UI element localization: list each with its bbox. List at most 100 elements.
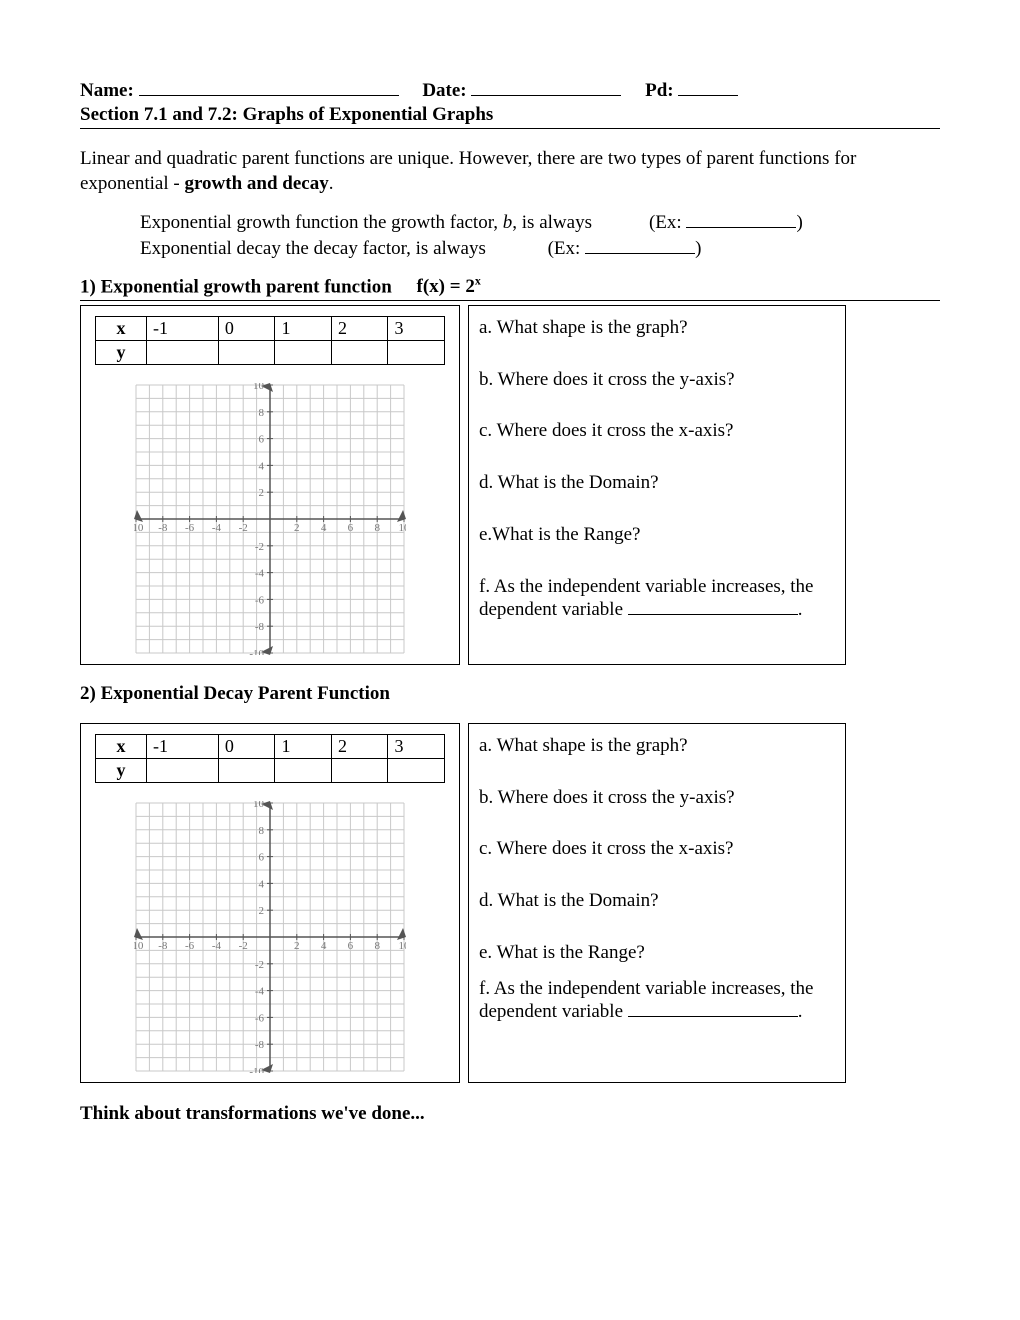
x-cell: 2 [331, 316, 388, 340]
svg-text:10: 10 [399, 940, 407, 952]
svg-text:4: 4 [259, 878, 265, 890]
xy-table-1: x -1 0 1 2 3 y [95, 316, 445, 365]
intro-text-2: . [329, 173, 334, 194]
decay-text: Exponential decay the decay factor, is a… [140, 238, 486, 259]
x-cell: -1 [147, 316, 219, 340]
svg-text:-6: -6 [255, 1012, 265, 1024]
fn-sup: x [475, 274, 481, 288]
svg-text:-10: -10 [249, 1066, 264, 1073]
grid-2: -10-8-6-4-2246810-10-8-6-4-2246810 [134, 801, 406, 1078]
growth-decay-block: Exponential growth function the growth f… [140, 210, 940, 261]
x-cell: 2 [331, 734, 388, 758]
svg-text:2: 2 [259, 487, 265, 499]
ex-blank-1[interactable] [686, 213, 796, 228]
y-cell[interactable] [275, 340, 332, 364]
fn-base: f(x) = 2 [417, 276, 475, 297]
ex-label-1: (Ex: [649, 212, 682, 233]
svg-text:-2: -2 [255, 959, 264, 971]
y-cell[interactable] [147, 340, 219, 364]
y-header: y [96, 758, 147, 782]
question-f-end: . [798, 599, 803, 620]
svg-text:8: 8 [259, 825, 265, 837]
question-b: b. Where does it cross the y-axis? [479, 368, 835, 392]
table-row: x -1 0 1 2 3 [96, 734, 445, 758]
exercise-2-right: a. What shape is the graph? b. Where doe… [468, 723, 846, 1083]
svg-text:-10: -10 [249, 648, 264, 655]
y-cell[interactable] [331, 340, 388, 364]
pd-blank[interactable] [678, 81, 738, 96]
exercise-2-row: x -1 0 1 2 3 y -10-8-6-4-2246810-10- [80, 723, 940, 1083]
x-cell: 3 [388, 316, 445, 340]
section-2-title: 2) Exponential Decay Parent Function [80, 683, 940, 705]
section-1-title-text: 1) Exponential growth parent function [80, 276, 392, 297]
xy-table-2: x -1 0 1 2 3 y [95, 734, 445, 783]
svg-text:4: 4 [321, 940, 327, 952]
section-1-fn: f(x) = 2x [417, 276, 481, 297]
question-d: d. What is the Domain? [479, 889, 835, 913]
question-c: c. Where does it cross the x-axis? [479, 419, 835, 443]
question-c: c. Where does it cross the x-axis? [479, 837, 835, 861]
svg-text:8: 8 [374, 522, 380, 534]
y-cell[interactable] [218, 758, 275, 782]
y-cell[interactable] [218, 340, 275, 364]
svg-text:10: 10 [399, 522, 407, 534]
question-a: a. What shape is the graph? [479, 316, 835, 340]
question-e: e.What is the Range? [479, 523, 835, 547]
x-cell: 1 [275, 734, 332, 758]
coordinate-grid-svg: -10-8-6-4-2246810-10-8-6-4-2246810 [134, 801, 406, 1073]
x-cell: 0 [218, 316, 275, 340]
svg-text:2: 2 [259, 905, 265, 917]
exercise-1-left: x -1 0 1 2 3 y -10-8-6-4-2246810-10- [80, 305, 460, 665]
header-line: Name: Date: Pd: [80, 80, 940, 102]
growth-text-a: Exponential growth function the growth f… [140, 212, 503, 233]
question-d: d. What is the Domain? [479, 471, 835, 495]
y-cell[interactable] [388, 758, 445, 782]
y-header: y [96, 340, 147, 364]
exercise-1-right: a. What shape is the graph? b. Where doe… [468, 305, 846, 665]
svg-text:-8: -8 [255, 1039, 265, 1051]
intro-paragraph: Linear and quadratic parent functions ar… [80, 147, 940, 196]
svg-text:-6: -6 [185, 522, 195, 534]
footer-text: Think about transformations we've done..… [80, 1103, 940, 1125]
question-f: f. As the independent variable increases… [479, 977, 835, 1025]
y-cell[interactable] [275, 758, 332, 782]
svg-text:10: 10 [253, 383, 265, 392]
question-e: e. What is the Range? [479, 941, 835, 965]
svg-text:6: 6 [348, 522, 354, 534]
question-f-blank[interactable] [628, 1002, 798, 1017]
question-f-blank[interactable] [628, 600, 798, 615]
x-header: x [96, 316, 147, 340]
x-header: x [96, 734, 147, 758]
svg-text:-6: -6 [185, 940, 195, 952]
question-a: a. What shape is the graph? [479, 734, 835, 758]
svg-text:6: 6 [348, 940, 354, 952]
svg-text:-8: -8 [158, 522, 168, 534]
svg-text:4: 4 [321, 522, 327, 534]
coordinate-grid-svg: -10-8-6-4-2246810-10-8-6-4-2246810 [134, 383, 406, 655]
exercise-1-row: x -1 0 1 2 3 y -10-8-6-4-2246810-10- [80, 305, 940, 665]
table-row: y [96, 340, 445, 364]
svg-text:2: 2 [294, 940, 300, 952]
x-cell: 0 [218, 734, 275, 758]
table-row: x -1 0 1 2 3 [96, 316, 445, 340]
grid-1: -10-8-6-4-2246810-10-8-6-4-2246810 [134, 383, 406, 660]
x-cell: 1 [275, 316, 332, 340]
y-cell[interactable] [388, 340, 445, 364]
svg-text:2: 2 [294, 522, 300, 534]
ex-blank-2[interactable] [585, 239, 695, 254]
date-blank[interactable] [471, 81, 621, 96]
y-cell[interactable] [331, 758, 388, 782]
name-blank[interactable] [139, 81, 399, 96]
ex-close-2: ) [695, 238, 701, 259]
pd-label: Pd: [645, 80, 674, 101]
svg-text:6: 6 [259, 852, 265, 864]
section-subtitle: Section 7.1 and 7.2: Graphs of Exponenti… [80, 104, 940, 129]
svg-text:6: 6 [259, 434, 265, 446]
svg-text:8: 8 [259, 407, 265, 419]
x-cell: 3 [388, 734, 445, 758]
svg-text:-2: -2 [239, 522, 248, 534]
svg-text:-2: -2 [239, 940, 248, 952]
growth-text-c: , is always [512, 212, 592, 233]
svg-text:-10: -10 [134, 522, 144, 534]
y-cell[interactable] [147, 758, 219, 782]
